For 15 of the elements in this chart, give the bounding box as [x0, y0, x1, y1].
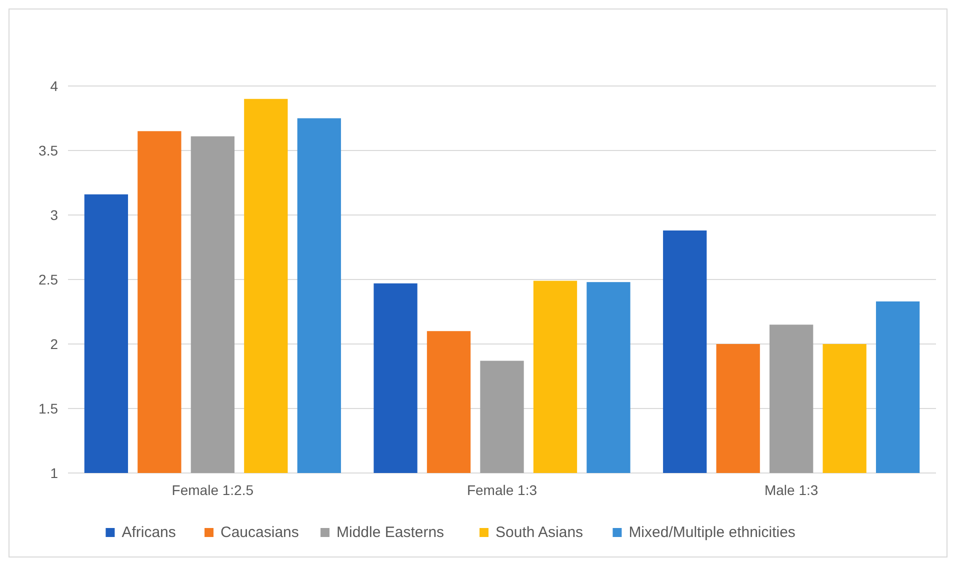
legend-label: Mixed/Multiple ethnicities: [628, 524, 796, 541]
legend-label: South Asians: [496, 524, 584, 541]
x-tick-label: Female 1:3: [466, 482, 538, 498]
y-tick-label: 3.5: [38, 142, 58, 158]
x-tick-label: Female 1:2.5: [172, 482, 254, 498]
y-tick-label: 1: [50, 464, 58, 481]
y-tick-label: 2: [50, 336, 58, 352]
legend-label: Caucasians: [220, 524, 299, 541]
y-tick-label: 4: [50, 78, 58, 94]
y-tick-label: 1.5: [38, 400, 58, 416]
x-tick-label: Male 1:3: [764, 482, 818, 498]
legend-label: Middle Easterns: [336, 524, 444, 541]
legend-label: Africans: [122, 524, 176, 541]
y-tick-label: 2.5: [38, 271, 58, 288]
y-tick-label: 3: [50, 206, 58, 223]
